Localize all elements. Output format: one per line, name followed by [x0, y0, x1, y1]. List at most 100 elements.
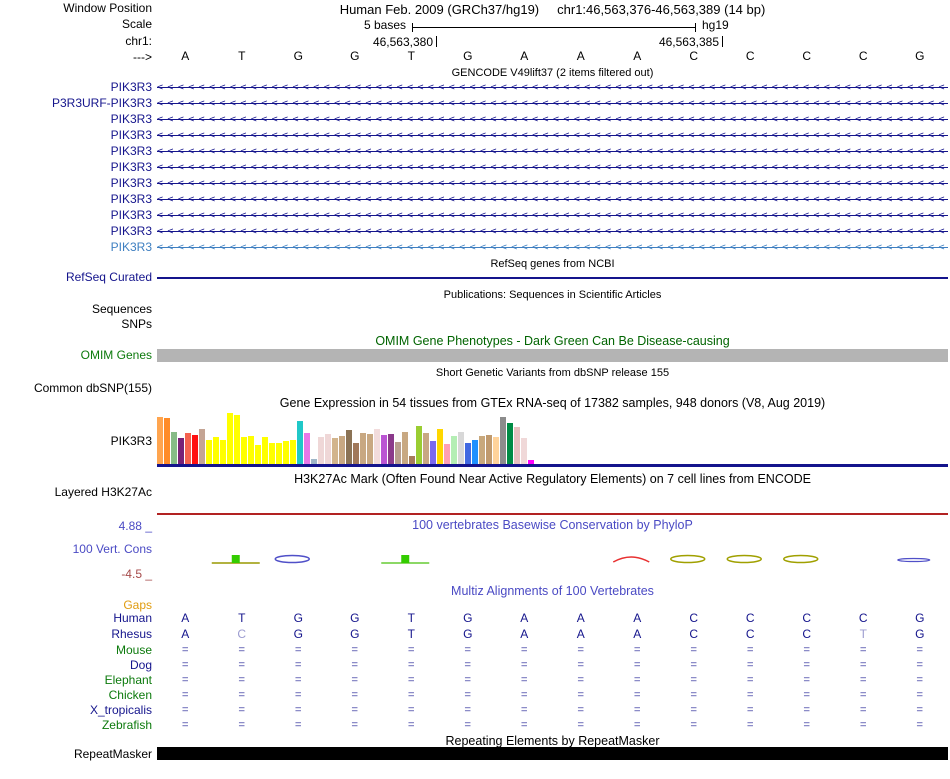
gtex-caption[interactable]: Gene Expression in 54 tissues from GTEx … [279, 396, 826, 410]
multiz-unalignable-mark: = [182, 644, 189, 656]
gene-row-arrows[interactable]: <<<<<<<<<<<<<<<<<<<<<<<<<<<<<<<<<<<<<<<<… [157, 225, 948, 238]
gtex-bar [437, 429, 443, 464]
conservation-marks[interactable] [157, 545, 948, 575]
gene-row-label[interactable]: PIK3R3 [110, 160, 152, 174]
gene-row-arrows[interactable]: <<<<<<<<<<<<<<<<<<<<<<<<<<<<<<<<<<<<<<<<… [157, 81, 948, 94]
gene-row-arrows[interactable]: <<<<<<<<<<<<<<<<<<<<<<<<<<<<<<<<<<<<<<<<… [157, 177, 948, 190]
gencode-caption[interactable]: GENCODE V49lift37 (2 items filtered out) [451, 67, 654, 79]
gtex-bar [192, 435, 198, 464]
gtex-bar [528, 460, 534, 464]
track-label-100-vert-cons[interactable]: 100 Vert. Cons [72, 542, 152, 556]
gtex-bar [451, 436, 457, 464]
gene-row-label[interactable]: PIK3R3 [110, 112, 152, 126]
track-label-common-dbsnp[interactable]: Common dbSNP(155) [33, 381, 152, 395]
multiz-unalignable-mark: = [464, 719, 471, 731]
multiz-unalignable-mark: = [577, 659, 584, 671]
gtex-bar [248, 436, 254, 464]
h3k27ac-caption[interactable]: H3K27Ac Mark (Often Found Near Active Re… [294, 472, 811, 486]
multiz-species-label-zebrafish[interactable]: Zebrafish [101, 718, 152, 732]
gene-row-label[interactable]: PIK3R3 [110, 192, 152, 206]
multiz-base-letter: G [293, 627, 303, 641]
track-label-sequences[interactable]: Sequences [91, 302, 152, 316]
multiz-unalignable-mark: = [577, 704, 584, 716]
gtex-bar-chart[interactable] [157, 413, 948, 464]
publications-caption[interactable]: Publications: Sequences in Scientific Ar… [443, 289, 662, 301]
track-label-snps[interactable]: SNPs [121, 317, 152, 331]
track-label-omim-genes[interactable]: OMIM Genes [80, 348, 152, 362]
track-label-layered-h3k27ac[interactable]: Layered H3K27Ac [54, 485, 152, 499]
h3k27ac-baseline[interactable] [157, 513, 948, 515]
gene-row-label[interactable]: PIK3R3 [110, 80, 152, 94]
gtex-bar [325, 434, 331, 464]
multiz-species-label-human[interactable]: Human [113, 611, 152, 625]
multiz-base-letter: A [520, 611, 529, 625]
track-label-refseq-curated[interactable]: RefSeq Curated [65, 270, 152, 284]
track-label-repeatmasker[interactable]: RepeatMasker [73, 747, 152, 761]
multiz-unalignable-mark: = [238, 704, 245, 716]
refseq-curated-gene-line[interactable] [157, 277, 948, 279]
multiz-unalignable-mark: = [351, 674, 358, 686]
multiz-unalignable-mark: = [464, 644, 471, 656]
multiz-unalignable-mark: = [521, 719, 528, 731]
ruler-base-letter: C [745, 49, 755, 63]
gene-row-arrows[interactable]: <<<<<<<<<<<<<<<<<<<<<<<<<<<<<<<<<<<<<<<<… [157, 241, 948, 254]
omim-gene-bar[interactable] [157, 349, 948, 362]
multiz-unalignable-mark: = [634, 689, 641, 701]
multiz-unalignable-mark: = [577, 674, 584, 686]
gene-row-arrows[interactable]: <<<<<<<<<<<<<<<<<<<<<<<<<<<<<<<<<<<<<<<<… [157, 97, 948, 110]
gene-row-label[interactable]: P3R3URF-PIK3R3 [51, 96, 152, 110]
multiz-base-letter: A [633, 627, 642, 641]
multiz-unalignable-mark: = [295, 704, 302, 716]
repeatmasker-caption[interactable]: Repeating Elements by RepeatMasker [445, 734, 660, 748]
multiz-unalignable-mark: = [634, 659, 641, 671]
multiz-base-letter: G [350, 611, 360, 625]
gene-row-label[interactable]: PIK3R3 [110, 208, 152, 222]
gene-line [157, 135, 948, 136]
gene-row-arrows[interactable]: <<<<<<<<<<<<<<<<<<<<<<<<<<<<<<<<<<<<<<<<… [157, 193, 948, 206]
multiz-base-letter: C [858, 611, 868, 625]
multiz-caption[interactable]: Multiz Alignments of 100 Vertebrates [451, 584, 654, 598]
multiz-unalignable-mark: = [747, 674, 754, 686]
multiz-unalignable-mark: = [408, 659, 415, 671]
gene-row-label[interactable]: PIK3R3 [110, 144, 152, 158]
gene-line [157, 87, 948, 88]
multiz-base-letter: A [181, 627, 190, 641]
gene-row-arrows[interactable]: <<<<<<<<<<<<<<<<<<<<<<<<<<<<<<<<<<<<<<<<… [157, 161, 948, 174]
multiz-species-label-x_tropicalis[interactable]: X_tropicalis [89, 703, 152, 717]
ruler-tick-right [722, 36, 723, 47]
multiz-species-label-elephant[interactable]: Elephant [104, 673, 152, 687]
gene-row-arrows[interactable]: <<<<<<<<<<<<<<<<<<<<<<<<<<<<<<<<<<<<<<<<… [157, 145, 948, 158]
gtex-bar [402, 432, 408, 464]
ruler-base-letter: A [181, 49, 190, 63]
multiz-unalignable-mark: = [634, 644, 641, 656]
gene-line [157, 167, 948, 168]
gene-row-arrows[interactable]: <<<<<<<<<<<<<<<<<<<<<<<<<<<<<<<<<<<<<<<<… [157, 129, 948, 142]
conservation-mark-line [897, 557, 931, 563]
multiz-species-label-rhesus[interactable]: Rhesus [111, 627, 152, 641]
track-label-gtex-gene[interactable]: PIK3R3 [110, 434, 152, 448]
multiz-unalignable-mark: = [747, 644, 754, 656]
gene-row-label[interactable]: PIK3R3 [110, 176, 152, 190]
gtex-bar [388, 434, 394, 464]
gene-row-arrows[interactable]: <<<<<<<<<<<<<<<<<<<<<<<<<<<<<<<<<<<<<<<<… [157, 113, 948, 126]
gtex-bar [227, 413, 233, 464]
gene-row-label[interactable]: PIK3R3 [110, 128, 152, 142]
phylop-caption[interactable]: 100 vertebrates Basewise Conservation by… [412, 518, 693, 532]
refseq-caption[interactable]: RefSeq genes from NCBI [490, 258, 615, 270]
multiz-species-label-chicken[interactable]: Chicken [108, 688, 152, 702]
multiz-unalignable-mark: = [351, 659, 358, 671]
scale-assembly-label: hg19 [702, 18, 729, 32]
multiz-species-label-dog[interactable]: Dog [129, 658, 152, 672]
conservation-max-value: 4.88 _ [118, 519, 152, 533]
dbsnp-caption[interactable]: Short Genetic Variants from dbSNP releas… [435, 367, 670, 379]
repeatmasker-element-bar[interactable] [157, 747, 948, 760]
multiz-base-letter: G [915, 611, 925, 625]
track-label-gaps[interactable]: Gaps [123, 598, 152, 612]
gene-row-arrows[interactable]: <<<<<<<<<<<<<<<<<<<<<<<<<<<<<<<<<<<<<<<<… [157, 209, 948, 222]
multiz-unalignable-mark: = [747, 689, 754, 701]
omim-caption[interactable]: OMIM Gene Phenotypes - Dark Green Can Be… [375, 334, 730, 348]
gene-row-label[interactable]: PIK3R3 [110, 224, 152, 238]
gene-row-label[interactable]: PIK3R3 [110, 240, 152, 254]
multiz-species-label-mouse[interactable]: Mouse [115, 643, 152, 657]
gtex-bar [206, 440, 212, 464]
